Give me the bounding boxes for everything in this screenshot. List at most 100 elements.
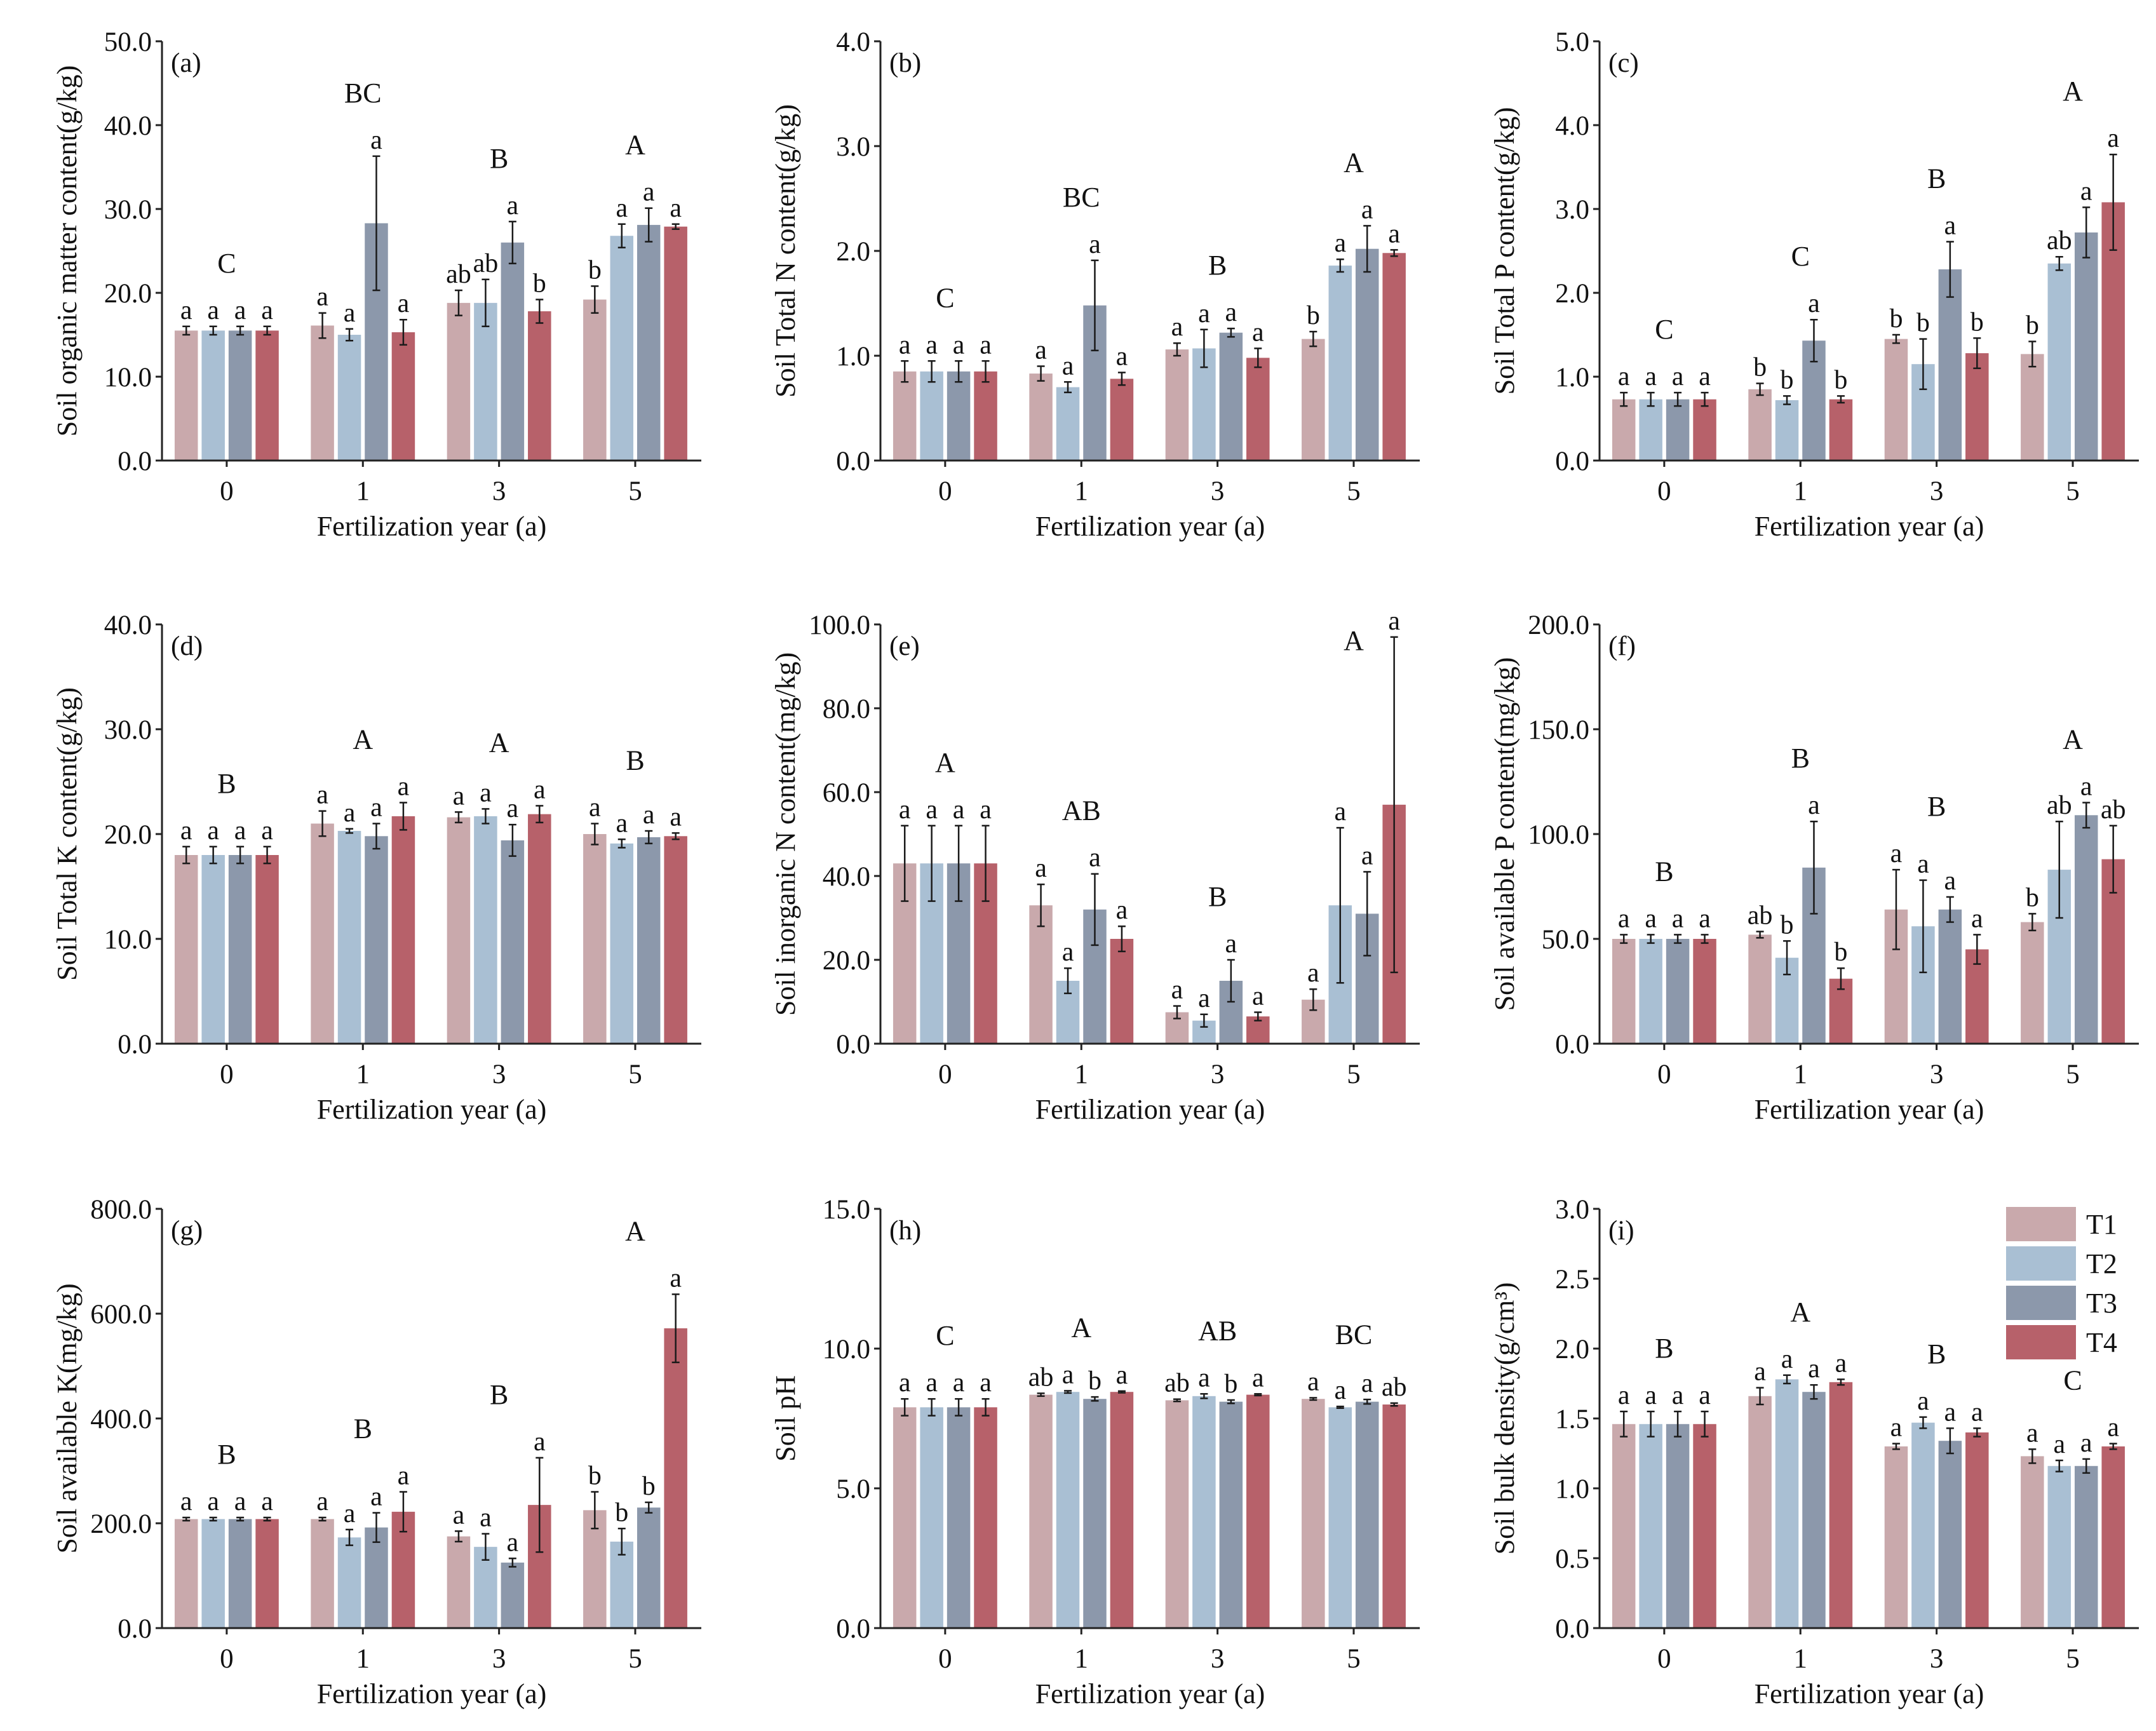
significance-letter: a bbox=[234, 296, 246, 325]
error-bar bbox=[536, 805, 544, 824]
y-tick-label: 40.0 bbox=[823, 862, 870, 892]
significance-letter: a bbox=[207, 816, 219, 845]
significance-letter: a bbox=[1781, 1345, 1793, 1374]
significance-letter: a bbox=[1171, 976, 1183, 1005]
bar-t1 bbox=[1029, 905, 1053, 1044]
error-bar bbox=[1254, 1011, 1262, 1021]
error-bar bbox=[508, 220, 516, 265]
error-bar bbox=[1756, 1387, 1764, 1406]
error-bar bbox=[1200, 1393, 1208, 1399]
error-bar bbox=[2109, 825, 2117, 894]
bar-t4 bbox=[255, 330, 279, 461]
error-bar bbox=[927, 825, 936, 902]
significance-letter: a bbox=[1062, 351, 1074, 381]
significance-letter: a bbox=[398, 772, 410, 802]
y-tick-label: 20.0 bbox=[823, 946, 870, 976]
y-tick-label: 4.0 bbox=[836, 27, 870, 57]
x-tick-label: 5 bbox=[1347, 1644, 1361, 1674]
y-tick-label: 200.0 bbox=[1528, 610, 1589, 640]
significance-letter: a bbox=[1062, 938, 1074, 967]
x-tick-label: 1 bbox=[356, 476, 370, 506]
bar-t2 bbox=[920, 1407, 943, 1628]
bar-t4 bbox=[1965, 949, 1989, 1044]
significance-letter: a bbox=[1334, 797, 1346, 826]
bar-t4 bbox=[1382, 1404, 1406, 1628]
group-letter: C bbox=[936, 1320, 954, 1351]
error-bar bbox=[182, 1516, 191, 1522]
significance-letter: b bbox=[533, 269, 546, 299]
significance-letter: a bbox=[207, 296, 219, 325]
error-bar bbox=[399, 318, 407, 346]
y-axis-label: Soil organic matter content(g/kg) bbox=[51, 65, 83, 436]
bar-t4 bbox=[1965, 353, 1989, 461]
significance-letter: a bbox=[1307, 1367, 1319, 1396]
significance-letter: a bbox=[1089, 230, 1101, 259]
group-letter: C bbox=[1791, 241, 1810, 272]
significance-letter: a bbox=[1944, 211, 1957, 240]
y-tick-label: 10.0 bbox=[104, 363, 152, 393]
x-axis-label: Fertilization year (a) bbox=[1035, 511, 1265, 542]
error-bar bbox=[508, 823, 516, 857]
bar-t2 bbox=[201, 855, 225, 1044]
significance-letter: a bbox=[1388, 607, 1400, 636]
x-tick-label: 5 bbox=[1347, 476, 1361, 506]
significance-letter: a bbox=[1116, 342, 1128, 371]
error-bar bbox=[1756, 382, 1764, 396]
bar-t3 bbox=[2074, 815, 2098, 1044]
bar-t1 bbox=[583, 1510, 607, 1628]
bar-t3 bbox=[637, 225, 661, 461]
group-letter: A bbox=[353, 724, 373, 755]
x-tick-label: 0 bbox=[220, 1644, 234, 1674]
bar-t3 bbox=[1355, 1401, 1379, 1628]
bar-t2 bbox=[474, 816, 497, 1044]
error-bar bbox=[1892, 868, 1900, 950]
significance-letter: a bbox=[261, 1487, 273, 1516]
x-tick-label: 1 bbox=[1794, 1644, 1808, 1674]
x-axis-label: Fertilization year (a) bbox=[317, 1678, 547, 1709]
significance-letter: a bbox=[1252, 1363, 1264, 1392]
error-bar bbox=[1200, 328, 1208, 368]
significance-letter: a bbox=[1971, 904, 1983, 933]
significance-letter: a bbox=[507, 191, 519, 220]
bar-t1 bbox=[1884, 339, 1908, 461]
bar-t1 bbox=[311, 325, 334, 461]
significance-letter: b bbox=[1781, 365, 1794, 394]
error-bar bbox=[1810, 1384, 1818, 1400]
error-bar bbox=[1064, 381, 1072, 393]
error-bar bbox=[2082, 206, 2091, 259]
significance-letter: a bbox=[370, 126, 382, 155]
error-bar bbox=[2028, 340, 2037, 368]
significance-letter: a bbox=[616, 194, 628, 223]
error-bar bbox=[1173, 342, 1181, 357]
y-tick-label: 4.0 bbox=[1555, 111, 1589, 141]
significance-letter: a bbox=[1645, 362, 1657, 391]
group-letter: A bbox=[1344, 147, 1364, 178]
bar-t4 bbox=[974, 1407, 997, 1628]
bar-t1 bbox=[1748, 934, 1772, 1044]
significance-letter: a bbox=[670, 1263, 682, 1293]
y-tick-label: 600.0 bbox=[90, 1300, 152, 1330]
bar-t2 bbox=[1775, 1379, 1799, 1628]
group-letter: A bbox=[1790, 1297, 1810, 1328]
error-bar bbox=[1227, 1399, 1235, 1404]
error-bar bbox=[1173, 1398, 1181, 1403]
bar-t3 bbox=[1938, 269, 1962, 461]
error-bar bbox=[1701, 1410, 1709, 1438]
group-letter: A bbox=[935, 747, 955, 778]
panel-label: (g) bbox=[171, 1216, 203, 1246]
bar-t1 bbox=[2021, 922, 2044, 1044]
error-bar bbox=[1701, 391, 1709, 407]
bar-t1 bbox=[583, 834, 607, 1044]
error-bar bbox=[981, 825, 990, 902]
error-bar bbox=[645, 1501, 653, 1514]
x-tick-label: 5 bbox=[1347, 1060, 1361, 1089]
x-tick-label: 1 bbox=[356, 1644, 370, 1674]
y-tick-label: 30.0 bbox=[104, 715, 152, 745]
legend: T1 T2 T3 T4 bbox=[2006, 1207, 2117, 1359]
legend-swatch-t4 bbox=[2006, 1325, 2076, 1359]
y-axis-label: Soil pH bbox=[770, 1375, 801, 1462]
bar-t2 bbox=[2047, 1465, 2072, 1628]
significance-letter: a bbox=[398, 1462, 410, 1491]
group-letter: B bbox=[1927, 791, 1946, 822]
error-bar bbox=[1674, 1410, 1682, 1438]
